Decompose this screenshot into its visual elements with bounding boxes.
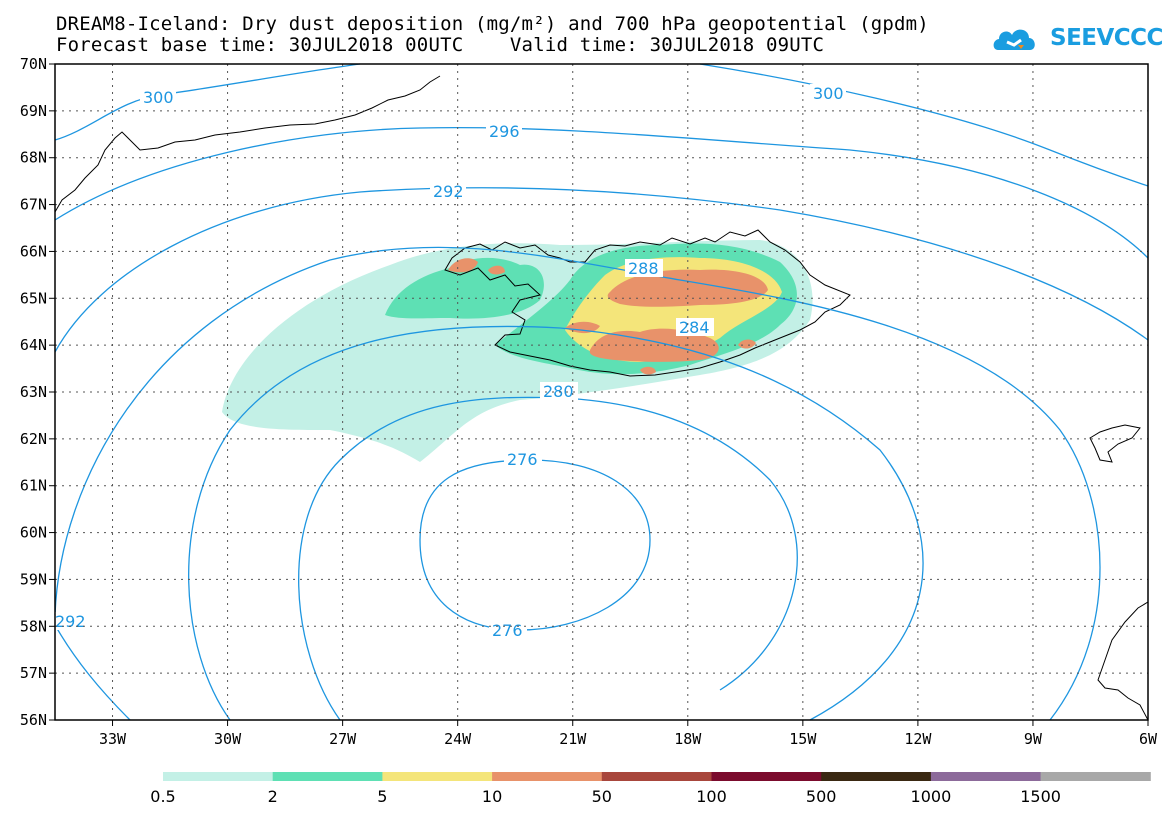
title-line-1: DREAM8-Iceland: Dry dust deposition (mg/… [56, 13, 929, 35]
lat-label: 65N [20, 289, 47, 307]
legend-label: 10 [482, 787, 502, 806]
legend-label: 2 [268, 787, 278, 806]
legend-label: 1500 [1020, 787, 1061, 806]
contour-label: 300 [143, 88, 174, 107]
latitude-labels: 70N 69N 68N 67N 66N 65N 64N 63N 62N 61N 60N 59N 58N 5… [20, 55, 55, 729]
contour-label: 296 [489, 122, 520, 141]
contour-label: 276 [492, 621, 523, 640]
contour-label: 288 [628, 259, 659, 278]
contour-label: 300 [813, 84, 844, 103]
lon-label: 21W [559, 730, 587, 748]
gridlines [55, 64, 1148, 720]
contour-label: 284 [679, 318, 710, 337]
scotland-coastline [1097, 601, 1149, 721]
lat-label: 56N [20, 711, 47, 729]
legend: 0.5 2 5 10 50 100 500 1000 1500 [150, 772, 1151, 806]
lat-label: 68N [20, 149, 47, 167]
lat-label: 59N [20, 570, 47, 588]
legend-label: 0.5 [150, 787, 175, 806]
dust-shading [222, 240, 813, 462]
lat-label: 66N [20, 242, 47, 260]
legend-label: 5 [377, 787, 387, 806]
legend-swatch [711, 772, 822, 781]
legend-label: 500 [806, 787, 837, 806]
legend-swatch [601, 772, 712, 781]
legend-swatch [1040, 772, 1151, 781]
iceland-coastline [444, 229, 851, 377]
lon-label: 18W [674, 730, 702, 748]
legend-label: 100 [696, 787, 727, 806]
longitude-labels: 33W 30W 27W 24W 21W 18W 15W 12W 9W 6W [99, 720, 1158, 748]
lat-label: 69N [20, 102, 47, 120]
lat-label: 63N [20, 383, 47, 401]
lat-label: 60N [20, 524, 47, 542]
lon-label: 12W [904, 730, 932, 748]
legend-swatch [930, 772, 1042, 781]
lon-label: 6W [1139, 730, 1158, 748]
legend-swatch [272, 772, 383, 781]
contour-label: 280 [543, 382, 574, 401]
logo-text: SEEVCCC [1050, 25, 1163, 51]
lon-label: 30W [214, 730, 242, 748]
lat-label: 62N [20, 430, 47, 448]
contour-label: 276 [507, 450, 538, 469]
lon-label: 9W [1024, 730, 1043, 748]
lon-label: 15W [789, 730, 817, 748]
lat-label: 57N [20, 664, 47, 682]
legend-swatch [163, 772, 274, 781]
lat-label: 58N [20, 617, 47, 635]
faroe-coastline [1089, 424, 1141, 463]
seevccc-logo-icon [993, 29, 1035, 50]
legend-swatch [821, 772, 932, 781]
lat-label: 61N [20, 477, 47, 495]
greenland-coastline [54, 75, 441, 213]
contour-label: 292 [433, 182, 464, 201]
legend-label: 50 [592, 787, 612, 806]
lon-label: 27W [329, 730, 357, 748]
lat-label: 67N [20, 196, 47, 214]
lat-label: 70N [20, 55, 47, 73]
legend-label: 1000 [911, 787, 952, 806]
lon-label: 24W [444, 730, 472, 748]
lon-label: 33W [99, 730, 127, 748]
contour-labels: 300 296 292 288 284 280 276 276 300 292 [55, 84, 846, 640]
legend-swatch [382, 772, 493, 781]
lat-label: 64N [20, 336, 47, 354]
contour-label: 292 [55, 612, 86, 631]
legend-swatch [492, 772, 603, 781]
title-line-2: Forecast base time: 30JUL2018 00UTC Vali… [56, 34, 825, 56]
